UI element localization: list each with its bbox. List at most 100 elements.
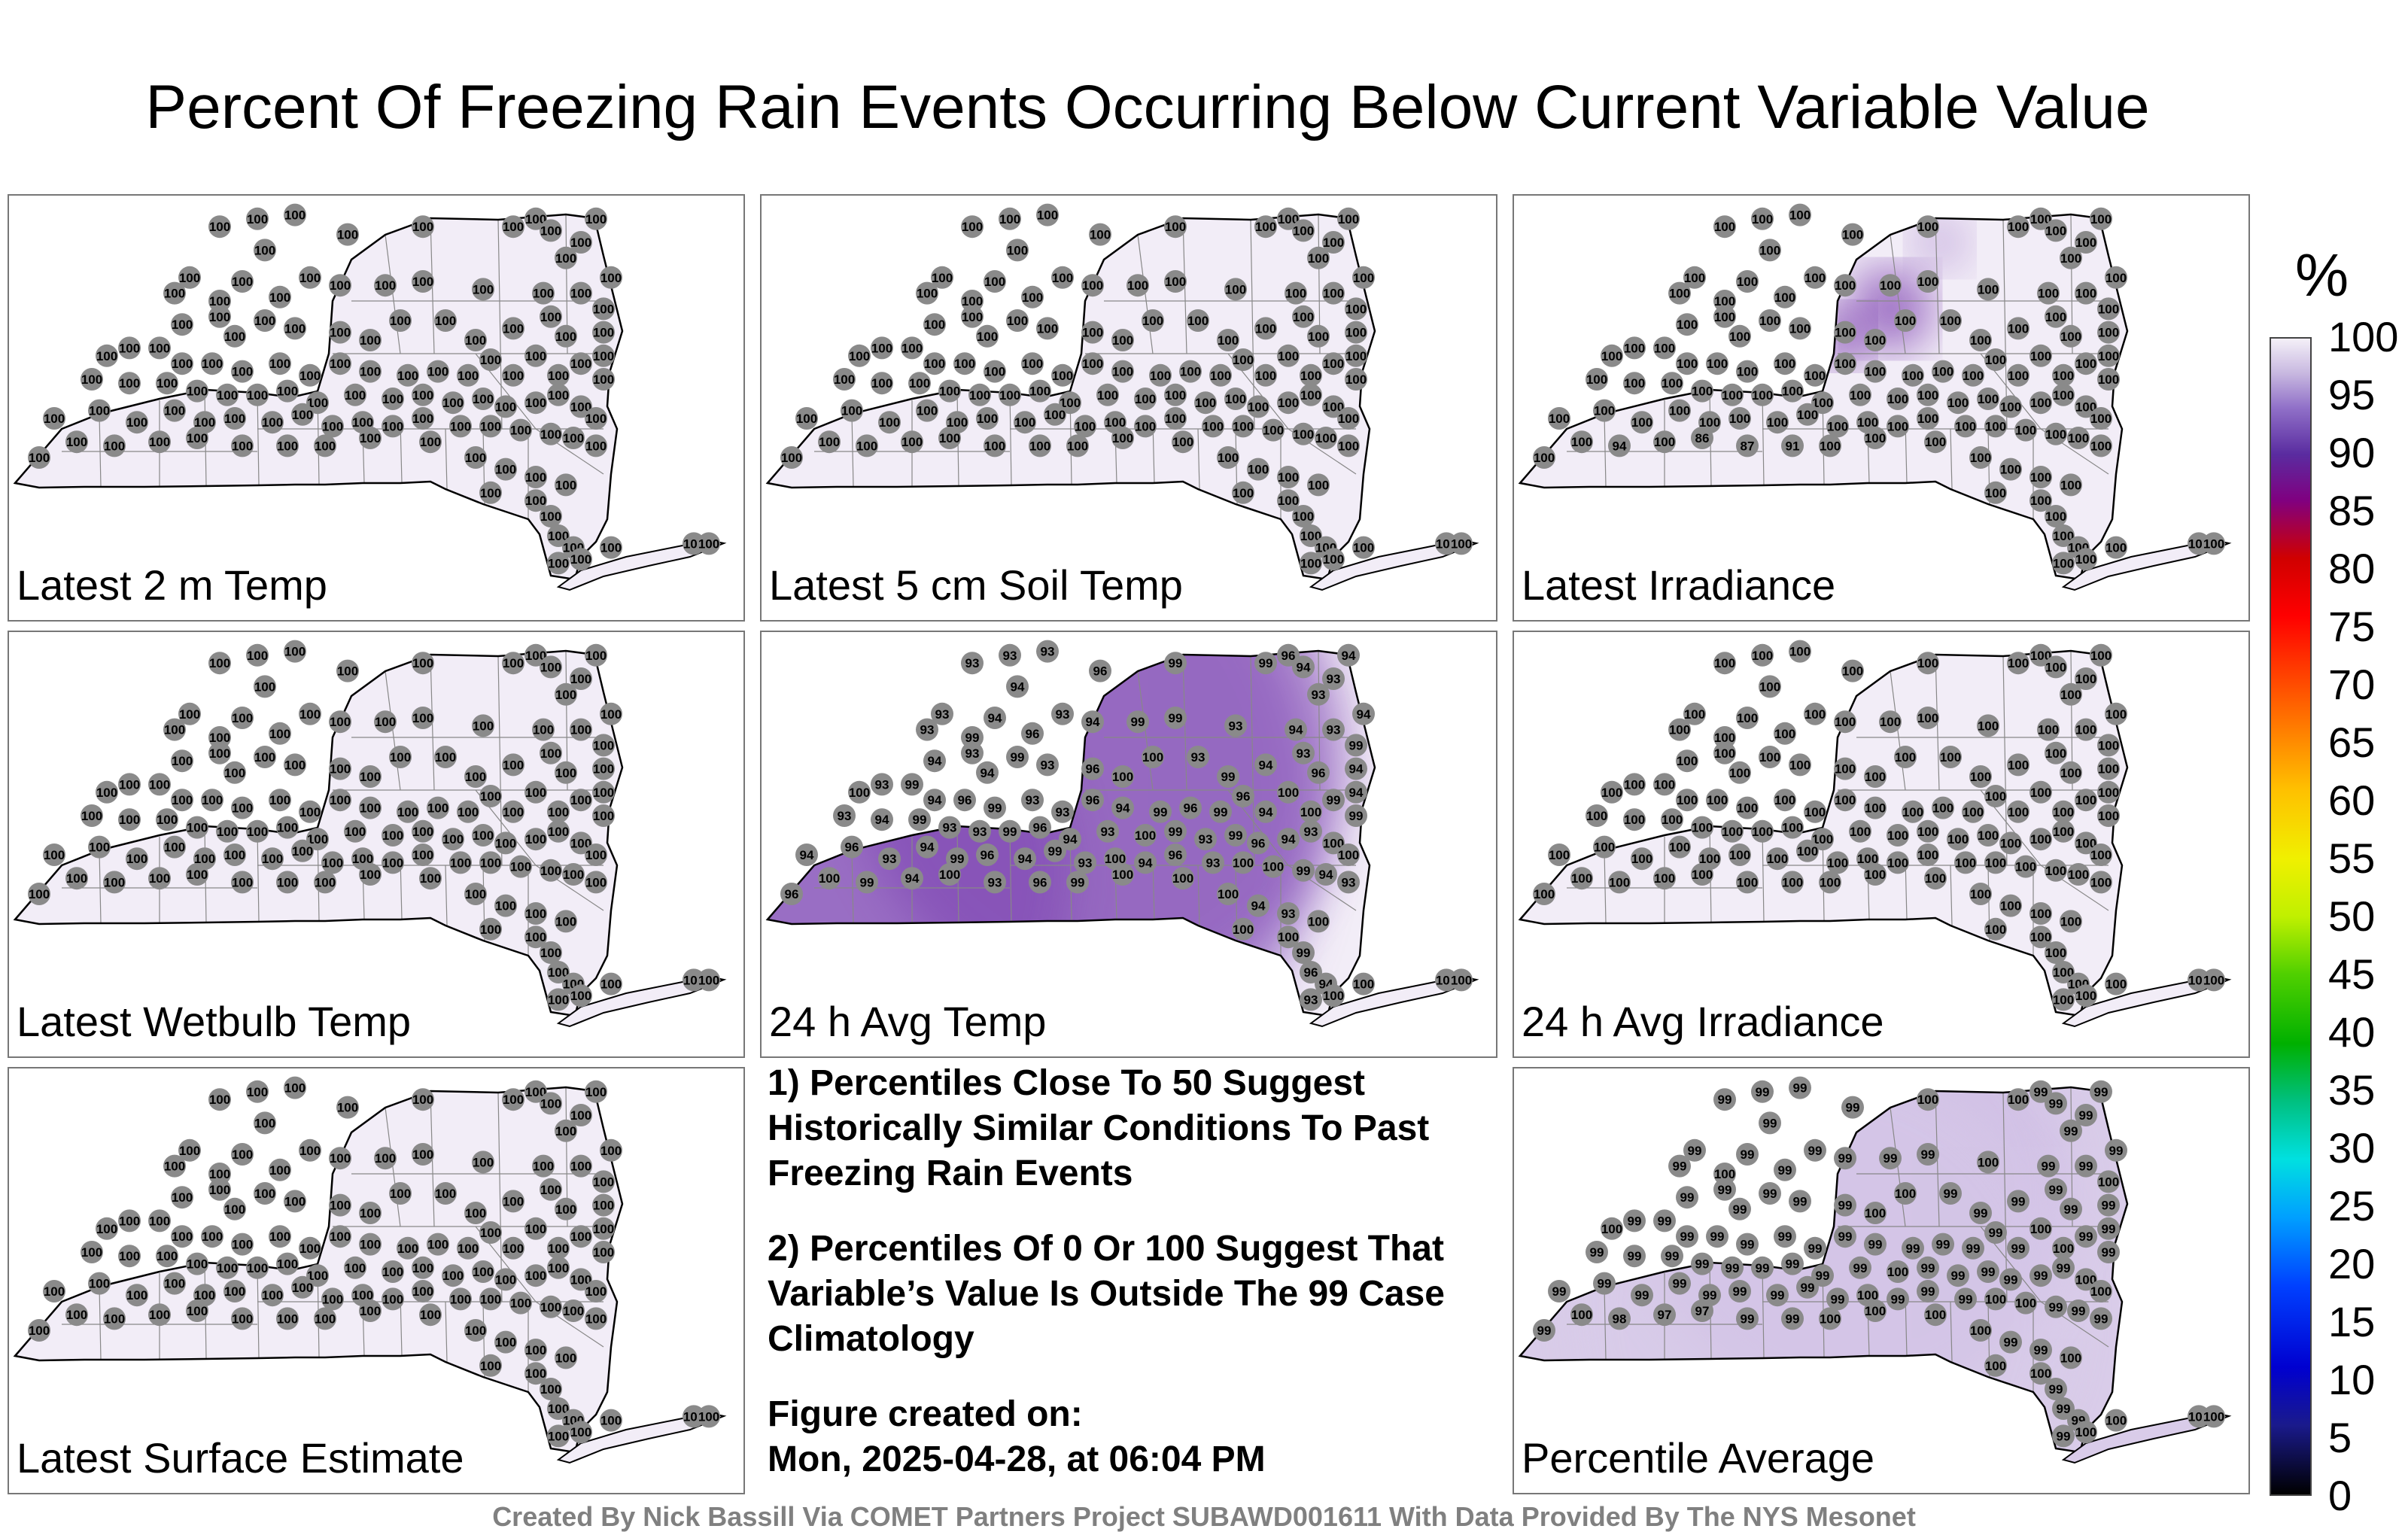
- station-marker: 100: [1864, 329, 1887, 351]
- station-marker: 100: [1728, 324, 1751, 348]
- station-value: 94: [875, 813, 889, 827]
- station-value: 100: [525, 470, 546, 485]
- station-dot: [524, 344, 547, 367]
- station-marker: 99: [1224, 824, 1247, 847]
- station-marker: 100: [329, 1225, 351, 1248]
- station-marker: 100: [1021, 352, 1044, 375]
- station-value: 100: [2075, 836, 2096, 850]
- station-dot: [524, 466, 547, 488]
- station-value: 100: [172, 357, 193, 371]
- station-dot: [479, 1287, 502, 1311]
- station-value: 100: [1594, 404, 1615, 418]
- station-marker: 100: [163, 1154, 186, 1178]
- station-dot: [961, 290, 984, 312]
- station-value: 100: [570, 793, 591, 807]
- station-marker: 99: [908, 808, 931, 831]
- station-dot: [1164, 383, 1187, 406]
- station-marker: 100: [2007, 1088, 2029, 1111]
- station-dot: [1623, 1245, 1646, 1268]
- station-dot: [223, 1197, 246, 1220]
- station-value: 100: [1090, 228, 1111, 242]
- station-value: 100: [1654, 871, 1675, 886]
- station-marker: 99: [1736, 1307, 1759, 1330]
- station-dot: [412, 215, 434, 239]
- station-value: 100: [1338, 848, 1359, 862]
- station-value: 100: [2045, 946, 2066, 960]
- station-marker: 99: [1932, 1233, 1954, 1256]
- station-marker: 100: [442, 391, 464, 415]
- station-dot: [871, 773, 893, 796]
- station-value: 99: [1710, 1230, 1725, 1244]
- station-dot: [171, 352, 193, 375]
- station-marker: 100: [359, 765, 382, 788]
- station-marker: 99: [2075, 1104, 2097, 1126]
- station-value: 99: [1349, 738, 1364, 752]
- station-marker: 100: [502, 753, 524, 777]
- station-value: 100: [330, 762, 351, 777]
- station-dot: [163, 1272, 186, 1295]
- station-dot: [479, 348, 502, 371]
- station-marker: 100: [562, 1299, 585, 1322]
- station-dot: [276, 434, 299, 457]
- station-dot: [901, 430, 923, 454]
- station-value: 100: [179, 707, 200, 722]
- county-line: [257, 1265, 260, 1359]
- station-value: 100: [1669, 404, 1690, 418]
- station-value: 100: [1127, 278, 1148, 293]
- station-dot: [1691, 379, 1713, 403]
- station-value: 100: [2090, 1284, 2112, 1299]
- station-dot: [524, 780, 547, 804]
- station-marker: 100: [1796, 403, 1819, 426]
- station-marker: 100: [1713, 1163, 1736, 1185]
- station-marker: 100: [246, 1080, 269, 1103]
- station-dot: [938, 379, 961, 403]
- station-value: 100: [465, 451, 486, 465]
- created-block: Figure created on: Mon, 2025-04-28, at 0…: [768, 1392, 1490, 1482]
- station-marker: 100: [43, 1280, 65, 1302]
- station-marker: 100: [524, 391, 547, 415]
- station-value: 100: [157, 376, 178, 391]
- station-marker: 100: [1962, 800, 1984, 823]
- station-marker: 100: [442, 1264, 464, 1287]
- station-value: 100: [2098, 738, 2119, 752]
- station-value: 100: [1248, 400, 1269, 414]
- station-marker: 100: [1593, 835, 1616, 859]
- station-dot: [1006, 675, 1029, 698]
- station-dot: [442, 1264, 464, 1287]
- station-value: 100: [2030, 1366, 2051, 1381]
- station-value: 94: [800, 848, 814, 862]
- station-marker: 100: [2014, 418, 2037, 442]
- station-dot: [1713, 1088, 1736, 1111]
- station-value: 100: [540, 1096, 561, 1111]
- station-dot: [585, 1307, 607, 1330]
- station-value: 100: [525, 930, 546, 944]
- station-marker: 100: [2037, 718, 2060, 741]
- station-dot: [1721, 383, 1744, 406]
- station-dot: [2060, 761, 2082, 784]
- station-value: 99: [1921, 1261, 1935, 1275]
- station-dot: [1277, 344, 1300, 367]
- station-marker: 100: [1819, 871, 1841, 894]
- station-dot: [1277, 489, 1300, 512]
- station-dot: [1081, 274, 1104, 297]
- station-dot: [208, 290, 231, 312]
- station-value: 100: [1752, 649, 1773, 663]
- station-dot: [1134, 824, 1157, 847]
- station-marker: 100: [2105, 536, 2127, 559]
- station-value: 100: [224, 412, 245, 426]
- station-dot: [1345, 321, 1367, 344]
- station-dot: [1819, 1307, 1841, 1330]
- station-marker: 100: [2105, 702, 2127, 725]
- station-value: 99: [2094, 1085, 2109, 1099]
- station-value: 100: [1315, 431, 1336, 445]
- station-dot: [1774, 1158, 1796, 1181]
- station-marker: 100: [1834, 789, 1856, 812]
- station-dot: [479, 785, 502, 807]
- station-dot: [856, 434, 878, 457]
- station-dot: [1307, 246, 1330, 269]
- station-dot: [1984, 1221, 2007, 1244]
- station-value: 99: [1741, 1312, 1755, 1326]
- station-value: 100: [593, 738, 614, 752]
- station-marker: 100: [2097, 344, 2120, 367]
- station-marker: 100: [1179, 360, 1202, 383]
